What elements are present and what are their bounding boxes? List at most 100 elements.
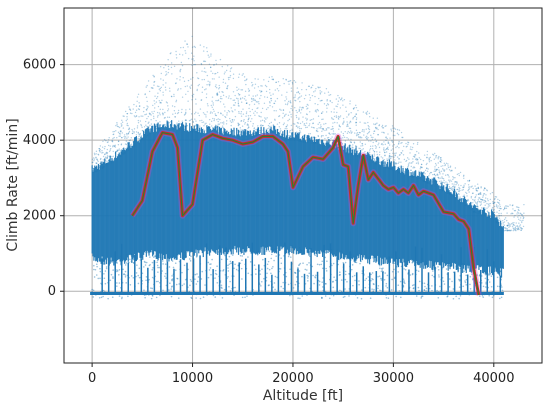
scatter-point	[129, 283, 132, 286]
scatter-point	[380, 290, 382, 292]
scatter-point	[317, 123, 319, 125]
scatter-point	[319, 90, 321, 92]
scatter-point	[126, 116, 128, 118]
scatter-point	[329, 94, 332, 96]
scatter-point	[443, 182, 446, 184]
scatter-point	[287, 80, 290, 83]
scatter-point	[306, 108, 308, 110]
scatter-point	[127, 295, 129, 298]
scatter-point	[158, 112, 161, 114]
scatter-point	[385, 136, 387, 138]
scatter-point	[366, 137, 368, 140]
scatter-point	[376, 155, 379, 158]
scatter-point	[432, 183, 434, 186]
scatter-point	[102, 151, 104, 154]
scatter-point	[417, 161, 419, 163]
scatter-point	[367, 136, 369, 139]
scatter-point	[133, 132, 135, 134]
scatter-point	[338, 128, 340, 130]
scatter-point	[387, 165, 390, 168]
scatter-point	[428, 157, 430, 159]
scatter-point	[290, 90, 293, 92]
scatter-point	[349, 144, 352, 147]
scatter-point	[222, 78, 225, 81]
scatter-point	[489, 272, 492, 275]
scatter-point	[296, 131, 298, 133]
scatter-point	[242, 113, 245, 115]
scatter-point	[308, 262, 310, 264]
scatter-point	[190, 52, 193, 54]
scatter-point	[119, 131, 122, 133]
scatter-point	[221, 131, 224, 133]
scatter-point	[252, 83, 254, 86]
scatter-point	[362, 111, 365, 113]
scatter-point	[477, 193, 480, 196]
scatter-point	[105, 151, 108, 154]
scatter-point	[240, 115, 243, 117]
scatter-point	[240, 89, 242, 91]
scatter-point	[302, 262, 304, 264]
scatter-point	[415, 154, 417, 156]
scatter-point	[469, 186, 471, 188]
scatter-point	[482, 195, 484, 197]
scatter-point	[402, 166, 404, 168]
scatter-point	[158, 100, 161, 102]
scatter-point	[287, 100, 290, 103]
scatter-point	[256, 101, 259, 103]
scatter-point	[520, 227, 523, 230]
scatter-point	[164, 275, 166, 277]
scatter-point	[256, 112, 258, 114]
scatter-point	[515, 206, 518, 208]
scatter-point	[488, 273, 491, 276]
scatter-point	[414, 169, 417, 172]
scatter-point	[265, 250, 268, 252]
scatter-point	[229, 130, 232, 133]
scatter-point	[202, 130, 205, 132]
scatter-point	[310, 142, 313, 144]
scatter-point	[471, 208, 474, 210]
scatter-point	[111, 140, 114, 143]
scatter-point	[191, 35, 193, 38]
scatter-point	[384, 149, 387, 151]
scatter-point	[373, 157, 375, 160]
scatter-point	[107, 257, 110, 260]
scatter-point	[463, 202, 466, 204]
scatter-point	[339, 116, 341, 118]
scatter-point	[355, 146, 358, 148]
scatter-point	[136, 127, 139, 129]
scatter-point	[228, 285, 230, 288]
scatter-point	[96, 170, 99, 172]
scatter-point	[441, 181, 443, 183]
scatter-point	[428, 160, 431, 163]
scatter-point	[252, 134, 255, 137]
scatter-point	[210, 125, 213, 127]
scatter-point	[386, 148, 388, 150]
scatter-point	[439, 182, 442, 184]
scatter-point	[185, 52, 187, 54]
scatter-point	[515, 229, 517, 232]
scatter-point	[192, 121, 194, 123]
scatter-point	[354, 255, 356, 258]
scatter-point	[335, 148, 337, 150]
scatter-point	[342, 262, 345, 264]
scatter-point	[347, 114, 350, 116]
scatter-point	[194, 46, 196, 49]
scatter-point	[268, 76, 271, 79]
scatter-point	[297, 137, 300, 139]
scatter-point	[134, 143, 136, 145]
scatter-point	[94, 166, 97, 168]
scatter-point	[343, 121, 345, 124]
scatter-point	[145, 279, 147, 282]
scatter-point	[392, 140, 394, 142]
scatter-point	[372, 157, 375, 159]
scatter-point	[210, 111, 212, 113]
scatter-point	[248, 90, 250, 93]
scatter-point	[115, 151, 117, 153]
scatter-point	[138, 133, 140, 136]
scatter-point	[119, 155, 122, 157]
scatter-point	[378, 146, 381, 149]
scatter-point	[448, 186, 451, 188]
scatter-point	[211, 78, 214, 80]
scatter-point	[257, 107, 259, 109]
scatter-point	[119, 155, 122, 157]
